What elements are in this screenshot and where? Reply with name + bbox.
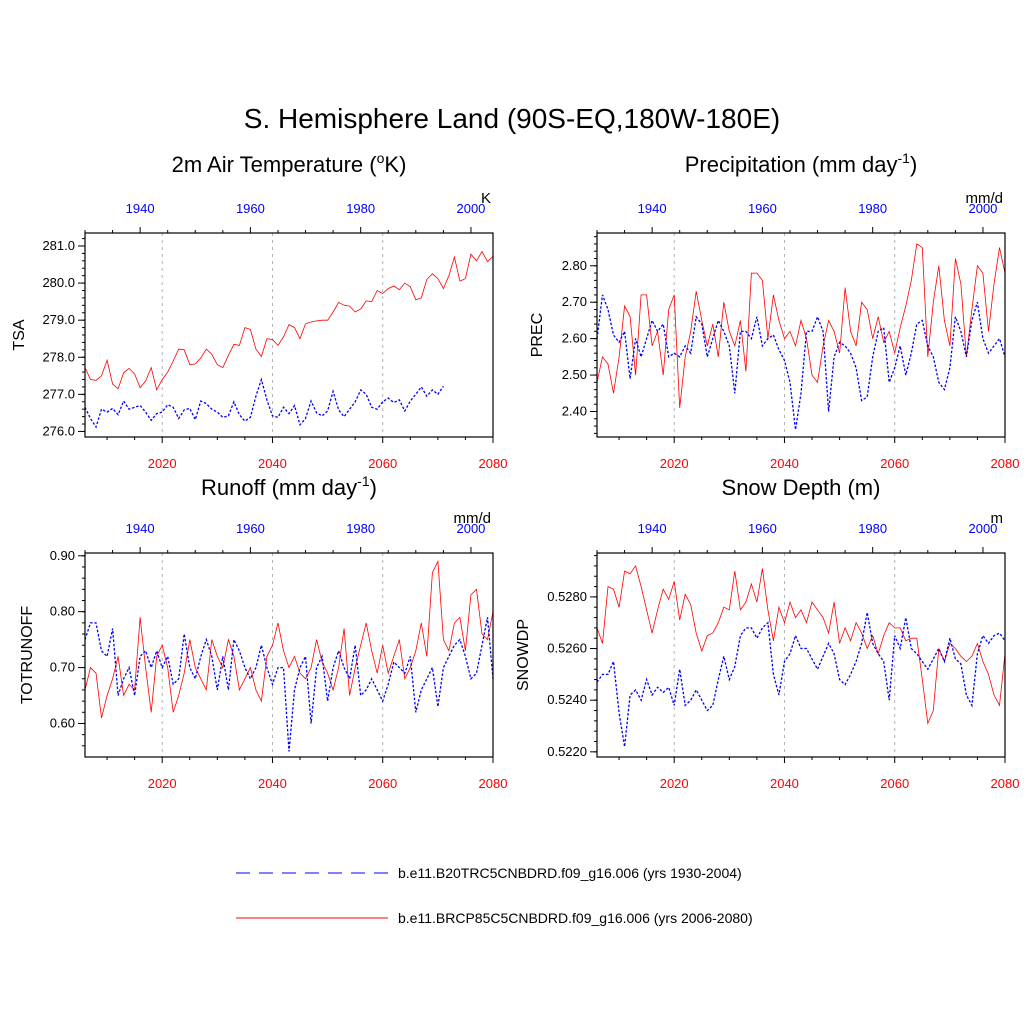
y-tick-label: 276.0 xyxy=(42,423,75,438)
units-label: m xyxy=(991,510,1004,527)
y-tick-label: 2.50 xyxy=(562,367,587,382)
x-tick-label-bottom: 2080 xyxy=(479,776,508,791)
panel-title: Precipitation (mm day-1) xyxy=(685,150,918,177)
panel-title-sup: -1 xyxy=(897,150,910,166)
legend-label-hist: b.e11.B20TRC5CNBDRD.f09_g16.006 (yrs 193… xyxy=(398,865,742,881)
x-tick-label-bottom: 2020 xyxy=(660,456,689,471)
y-tick-label: 0.5240 xyxy=(547,692,587,707)
series-line-20tr xyxy=(84,377,444,429)
panel-title: 2m Air Temperature (oK) xyxy=(172,150,407,177)
series-line-20tr xyxy=(596,612,1006,747)
units-label: mm/d xyxy=(966,190,1004,207)
series-line-rcp85 xyxy=(84,250,494,392)
y-tick-label: 0.5280 xyxy=(547,589,587,604)
x-tick-label-top: 1980 xyxy=(858,521,887,536)
x-tick-label-top: 2000 xyxy=(456,201,485,216)
series-line-rcp85 xyxy=(596,564,1006,725)
x-tick-label-bottom: 2060 xyxy=(880,456,909,471)
chart-panel-1: Precipitation (mm day-1) mm/d PREC 2020 2040… xyxy=(529,150,1019,471)
x-tick-label-bottom: 2080 xyxy=(991,456,1020,471)
panel-title-main: Precipitation (mm day xyxy=(685,152,898,177)
chart-panel-3: Snow Depth (m) m SNOWDP 2020 2040 2060 2080 194… xyxy=(515,475,1019,791)
y-tick-label: 0.70 xyxy=(50,660,75,675)
x-tick-label-bottom: 2040 xyxy=(770,776,799,791)
plot-frame xyxy=(84,232,494,438)
x-tick-label-top: 1940 xyxy=(126,201,155,216)
x-tick-label-top: 1960 xyxy=(236,201,265,216)
main-title: S. Hemisphere Land (90S-EQ,180W-180E) xyxy=(244,103,780,134)
plot-frame xyxy=(84,552,494,758)
units-label: mm/d xyxy=(454,510,492,527)
y-tick-label: 281.0 xyxy=(42,238,75,253)
panel-title-post: K) xyxy=(384,152,406,177)
y-tick-label: 2.80 xyxy=(562,258,587,273)
y-tick-label: 2.70 xyxy=(562,294,587,309)
chart-panel-2: Runoff (mm day-1) mm/d TOTRUNOFF 2020 2040 20… xyxy=(19,473,507,791)
x-tick-label-top: 2000 xyxy=(968,201,997,216)
panels: 2m Air Temperature (oK) K TSA 2020 2040 2060 2… xyxy=(11,150,1019,791)
x-tick-label-bottom: 2080 xyxy=(991,776,1020,791)
x-tick-label-top: 1940 xyxy=(638,521,667,536)
panel-title-post: ) xyxy=(910,152,917,177)
y-tick-label: 2.40 xyxy=(562,404,587,419)
x-tick-label-top: 2000 xyxy=(968,521,997,536)
x-tick-label-bottom: 2080 xyxy=(479,456,508,471)
y-tick-label: 0.5260 xyxy=(547,641,587,656)
x-tick-label-top: 2000 xyxy=(456,521,485,536)
series-line-rcp85 xyxy=(596,243,1006,408)
x-tick-label-top: 1940 xyxy=(126,521,155,536)
series-line-20tr xyxy=(84,617,494,752)
series-line-20tr xyxy=(596,294,1006,430)
x-tick-label-bottom: 2040 xyxy=(258,456,287,471)
panel-title-post: ) xyxy=(370,475,377,500)
x-tick-label-top: 1960 xyxy=(236,521,265,536)
y-axis-label: SNOWDP xyxy=(515,619,532,691)
y-tick-label: 0.5220 xyxy=(547,744,587,759)
panel-title-sup: o xyxy=(377,150,385,166)
x-tick-label-top: 1980 xyxy=(346,201,375,216)
y-axis-label: PREC xyxy=(529,313,546,357)
x-tick-label-top: 1960 xyxy=(748,521,777,536)
panel-title-main: Snow Depth (m) xyxy=(722,475,881,500)
y-tick-label: 2.60 xyxy=(562,331,587,346)
panel-title: Snow Depth (m) xyxy=(722,475,881,500)
legend-label-rcp: b.e11.BRCP85C5CNBDRD.f09_g16.006 (yrs 20… xyxy=(398,910,753,926)
x-tick-label-top: 1960 xyxy=(748,201,777,216)
x-tick-label-bottom: 2040 xyxy=(770,456,799,471)
x-tick-label-bottom: 2020 xyxy=(148,776,177,791)
y-tick-label: 280.0 xyxy=(42,275,75,290)
plot-frame xyxy=(596,552,1006,758)
y-tick-label: 0.90 xyxy=(50,548,75,563)
chart-panel-0: 2m Air Temperature (oK) K TSA 2020 2040 2060 2… xyxy=(11,150,507,471)
y-axis-label: TSA xyxy=(11,319,28,350)
series-line-rcp85 xyxy=(84,559,494,718)
y-tick-label: 278.0 xyxy=(42,349,75,364)
plot-frame xyxy=(596,232,1006,438)
x-tick-label-bottom: 2020 xyxy=(660,776,689,791)
y-tick-label: 279.0 xyxy=(42,312,75,327)
y-axis-label: TOTRUNOFF xyxy=(19,606,36,705)
x-tick-label-top: 1980 xyxy=(858,201,887,216)
legend: b.e11.B20TRC5CNBDRD.f09_g16.006 (yrs 193… xyxy=(236,865,753,926)
x-tick-label-bottom: 2060 xyxy=(880,776,909,791)
x-tick-label-bottom: 2060 xyxy=(368,776,397,791)
y-tick-label: 277.0 xyxy=(42,386,75,401)
units-label: K xyxy=(481,190,491,207)
panel-title-main: Runoff (mm day xyxy=(201,475,357,500)
x-tick-label-bottom: 2060 xyxy=(368,456,397,471)
y-tick-label: 0.60 xyxy=(50,715,75,730)
panel-title: Runoff (mm day-1) xyxy=(201,473,377,500)
y-tick-label: 0.80 xyxy=(50,604,75,619)
panel-title-main: 2m Air Temperature ( xyxy=(172,152,378,177)
x-tick-label-top: 1980 xyxy=(346,521,375,536)
x-tick-label-top: 1940 xyxy=(638,201,667,216)
panel-title-sup: -1 xyxy=(357,473,370,489)
x-tick-label-bottom: 2040 xyxy=(258,776,287,791)
x-tick-label-bottom: 2020 xyxy=(148,456,177,471)
